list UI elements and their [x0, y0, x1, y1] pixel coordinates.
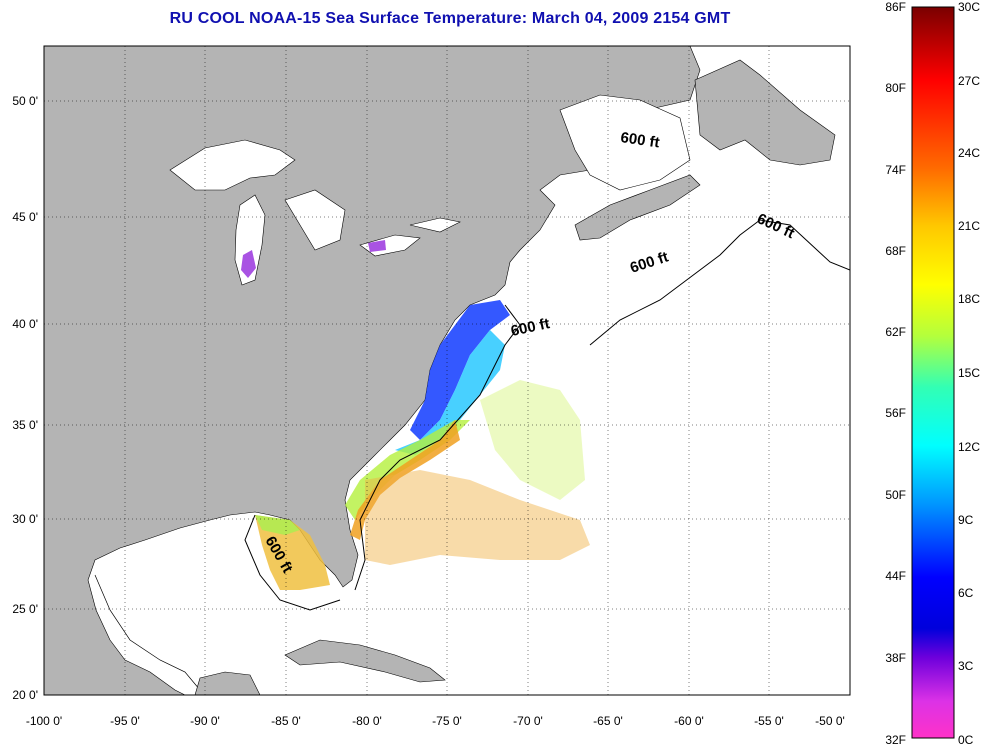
colorbar-c-label: 9C — [958, 513, 974, 527]
colorbar-c-label: 24C — [958, 146, 981, 160]
lon-label: -65 0' — [593, 714, 623, 728]
colorbar-c-label: 12C — [958, 440, 981, 454]
gulf-st-lawrence — [559, 94, 691, 191]
colorbar-c-label: 30C — [958, 0, 981, 14]
isobath-600ft-line — [589, 219, 850, 346]
colorbar-f-label: 38F — [885, 651, 906, 665]
sst-offshore-scatter — [365, 470, 590, 565]
colorbar-c-label: 3C — [958, 659, 974, 673]
gulf-shelf-line — [94, 574, 201, 691]
land-newfoundland — [694, 59, 836, 166]
colorbar-c-label: 6C — [958, 586, 974, 600]
isobath-600ft-line — [354, 304, 521, 591]
colorbar-f-label: 32F — [885, 733, 906, 747]
map-frame — [43, 45, 851, 696]
colorbar-f-label: 68F — [885, 244, 906, 258]
lake-ontario — [409, 217, 461, 233]
colorbar-c-label: 0C — [958, 733, 974, 747]
colorbar-fill — [911, 6, 955, 739]
lat-label: 45 0' — [12, 210, 38, 224]
land-yucatan — [194, 671, 261, 695]
land-nova-scotia — [574, 174, 701, 241]
lat-label: 30 0' — [12, 512, 38, 526]
sst-offshore-green — [480, 380, 585, 500]
graticule — [44, 46, 850, 695]
colorbar-f-label: 80F — [885, 81, 906, 95]
lat-label: 25 0' — [12, 602, 38, 616]
land-cuba — [284, 639, 446, 683]
lat-label: 35 0' — [12, 418, 38, 432]
sst-cold-band — [410, 300, 510, 440]
lon-label: -90 0' — [190, 714, 220, 728]
colorbar-f-label: 74F — [885, 163, 906, 177]
colorbar-f-label: 86F — [885, 0, 906, 14]
colorbar-f-label: 62F — [885, 325, 906, 339]
lon-label: -100 0' — [25, 714, 63, 728]
colorbar-f-label: 56F — [885, 406, 906, 420]
colorbar-c-label: 18C — [958, 292, 981, 306]
sst-cool-band — [395, 330, 505, 455]
sst-lake-michigan-cold — [241, 250, 256, 278]
lon-label: -85 0' — [271, 714, 301, 728]
lake-superior — [169, 139, 296, 191]
sst-warm-stream — [350, 420, 460, 540]
lat-label: 50 0' — [12, 94, 38, 108]
colorbar-c-label: 27C — [958, 74, 981, 88]
lat-label: 20 0' — [12, 688, 38, 702]
lon-label: -60 0' — [674, 714, 704, 728]
map-title: RU COOL NOAA-15 Sea Surface Temperature:… — [169, 10, 731, 27]
isobath-600ft-line — [244, 514, 341, 611]
isobath-label: 600 ft — [619, 129, 660, 151]
lon-label: -75 0' — [432, 714, 462, 728]
lake-huron — [284, 189, 346, 251]
colorbar-f-label: 44F — [885, 569, 906, 583]
lon-label: -80 0' — [352, 714, 382, 728]
lat-label: 40 0' — [12, 317, 38, 331]
lon-label: -50 0' — [815, 714, 845, 728]
colorbar-c-label: 15C — [958, 366, 981, 380]
colorbar-c-label: 21C — [958, 219, 981, 233]
lon-label: -55 0' — [754, 714, 784, 728]
lon-label: -70 0' — [513, 714, 543, 728]
colorbar-f-label: 50F — [885, 488, 906, 502]
sst-gulf-patch — [255, 515, 330, 590]
sst-gulf-green — [255, 515, 300, 535]
sst-lake-erie-cold — [368, 240, 386, 252]
lon-label: -95 0' — [110, 714, 140, 728]
